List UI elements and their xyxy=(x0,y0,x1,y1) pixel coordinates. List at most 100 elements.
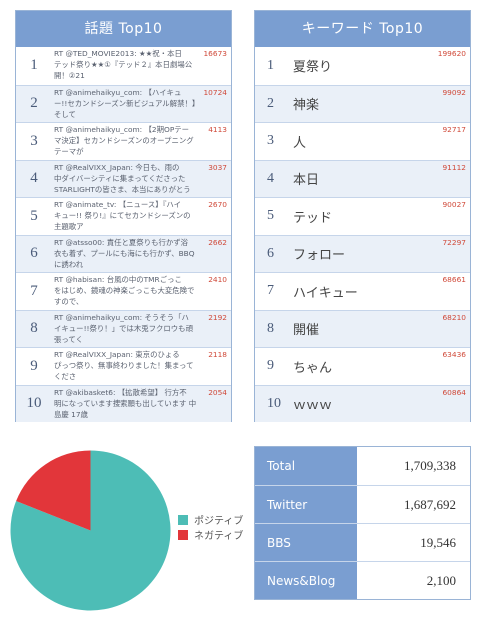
stat-value: 1,709,338 xyxy=(404,458,456,473)
keyword-row[interactable]: 5 テッド 90027 xyxy=(255,197,470,235)
stat-row-bbs: BBS 19,546 xyxy=(255,523,470,561)
stat-label: Total xyxy=(255,447,357,485)
keyword-row[interactable]: 2 神楽 99092 xyxy=(255,84,470,122)
pie-slice-negative[interactable] xyxy=(16,450,91,531)
keyword-row[interactable]: 1 夏祭り 199620 xyxy=(255,47,470,85)
keyword-row[interactable]: 9 ちゃん 63436 xyxy=(255,347,470,385)
topic-rank: 5 xyxy=(30,207,38,224)
topic-rank: 3 xyxy=(30,132,38,149)
keyword-list: 1 夏祭り 199620 2 神楽 99092 3 人 92717 4 本日 91112 5 テッ… xyxy=(255,47,470,422)
topic-count: 4113 xyxy=(208,125,227,134)
topic-text[interactable]: RT @animate_tv: 【ニュース】『ハイ キュー!! 祭り!』にてセカ… xyxy=(54,200,191,232)
keyword-word[interactable]: 神楽 xyxy=(293,98,320,114)
topic-rank: 10 xyxy=(26,395,42,412)
keyword-word[interactable]: ｗｗｗ xyxy=(293,398,333,414)
stat-value: 2,100 xyxy=(426,572,456,588)
legend-label-positive: ポジティブ xyxy=(194,516,244,527)
keyword-word[interactable]: ハイキュー xyxy=(293,285,358,301)
sentiment-legend: ポジティブ ネガティブ xyxy=(178,512,243,542)
topic-rank: 6 xyxy=(30,245,38,262)
topic-row[interactable]: 9 RT @RealVIXX_Japan: 東京のひょる ぴっつ祭り、無事終わりま… xyxy=(16,347,231,385)
topic-top10-panel: 話題 Top10 1 RT @TED_MOVIE2013: ★★祝・本日 テッド祭… xyxy=(15,10,232,422)
topic-text[interactable]: RT @animehaikyu_com: 【2期OPテー マ決定】セカンドシーズ… xyxy=(54,125,194,157)
stat-label: Twitter xyxy=(255,486,357,523)
topic-rank: 2 xyxy=(30,95,38,112)
stats-table: Total 1,709,338 Twitter 1,687,692 BBS 19,54… xyxy=(254,446,471,600)
topic-count: 2410 xyxy=(208,275,227,284)
keyword-word[interactable]: ちゃん xyxy=(293,360,333,376)
topic-text[interactable]: RT @atsso00: 責任と夏祭りも行かず浴 衣も着ず、プールにも海にも行か… xyxy=(54,237,195,269)
keyword-count: 99092 xyxy=(442,87,466,97)
keyword-rank: 8 xyxy=(267,320,274,336)
keyword-count: 68210 xyxy=(442,312,466,322)
keyword-row[interactable]: 7 ハイキュー 68661 xyxy=(255,272,470,310)
keyword-count: 60864 xyxy=(442,387,466,397)
topic-text[interactable]: RT @habisan: 台風の中のTMRごっこ をはじめ、鏡魂の神楽ごっこも大… xyxy=(54,275,195,307)
topic-text[interactable]: RT @akibasket6: 【拡散希望】 行方不 明になっています捜索願も出… xyxy=(54,387,197,419)
topic-list: 1 RT @TED_MOVIE2013: ★★祝・本日 テッド祭り★★①『テッド２… xyxy=(16,47,231,422)
topic-row[interactable]: 1 RT @TED_MOVIE2013: ★★祝・本日 テッド祭り★★①『テッド２… xyxy=(16,47,231,85)
topic-row[interactable]: 8 RT @animehaikyu_com: そうそう「ハ イキュー!!祭り！」で… xyxy=(16,309,231,347)
sentiment-pie-svg xyxy=(10,450,171,611)
keyword-rank: 7 xyxy=(267,283,274,299)
keyword-word[interactable]: 人 xyxy=(293,135,307,151)
topic-row[interactable]: 4 RT @RealVIXX_Japan: 今日も、雨の 中ダイバーシティに集まっ… xyxy=(16,159,231,197)
keyword-top10-panel: キーワード Top10 1 夏祭り 199620 2 神楽 99092 3 人 92717 … xyxy=(254,10,471,422)
keyword-word[interactable]: 夏祭り xyxy=(293,60,333,76)
topic-text[interactable]: RT @TED_MOVIE2013: ★★祝・本日 テッド祭り★★①『テッド２』… xyxy=(54,49,193,81)
keyword-count: 63436 xyxy=(442,350,466,359)
keyword-word[interactable]: フォロー xyxy=(293,248,346,264)
keyword-row[interactable]: 8 開催 68210 xyxy=(255,309,470,347)
keyword-word[interactable]: テッド xyxy=(293,210,333,226)
keyword-word[interactable]: 本日 xyxy=(293,173,320,189)
keyword-rank: 3 xyxy=(267,133,274,149)
topic-rank: 1 xyxy=(30,57,38,74)
topic-panel-title: 話題 Top10 xyxy=(16,11,231,47)
stat-row-total: Total 1,709,338 xyxy=(255,447,470,485)
topic-text[interactable]: RT @RealVIXX_Japan: 今日も、雨の 中ダイバーシティに集まって… xyxy=(54,162,191,194)
topic-text[interactable]: RT @RealVIXX_Japan: 東京のひょる ぴっつ祭り、無事終わりまし… xyxy=(54,350,194,382)
topic-count: 2192 xyxy=(208,312,227,322)
topic-rank: 9 xyxy=(30,357,38,374)
pie-slice-positive[interactable] xyxy=(10,450,171,611)
keyword-rank: 6 xyxy=(267,245,274,261)
topic-row[interactable]: 7 RT @habisan: 台風の中のTMRごっこ をはじめ、鏡魂の神楽ごっこも… xyxy=(16,272,231,310)
sentiment-pie-chart xyxy=(8,448,173,613)
keyword-row[interactable]: 3 人 92717 xyxy=(255,122,470,160)
topic-row[interactable]: 2 RT @animehaikyu_com: 【ハイキュ ー!!セカンドシーズン新… xyxy=(16,84,231,122)
legend-item-positive: ポジティブ xyxy=(178,512,243,527)
keyword-row[interactable]: 4 本日 91112 xyxy=(255,159,470,197)
legend-swatch-negative xyxy=(178,529,188,540)
keyword-count: 68661 xyxy=(442,275,466,284)
topic-count: 10724 xyxy=(203,87,227,97)
keyword-row[interactable]: 10 ｗｗｗ 60864 xyxy=(255,384,470,422)
keyword-panel-title: キーワード Top10 xyxy=(255,11,470,47)
keyword-row[interactable]: 6 フォロー 72297 xyxy=(255,234,470,272)
keyword-rank: 1 xyxy=(267,57,274,73)
keyword-word[interactable]: 開催 xyxy=(293,323,320,339)
stat-label: BBS xyxy=(255,524,357,561)
legend-item-negative: ネガティブ xyxy=(178,527,243,542)
topic-text[interactable]: RT @animehaikyu_com: 【ハイキュ ー!!セカンドシーズン新ビ… xyxy=(54,87,196,119)
topic-rank: 8 xyxy=(30,320,38,337)
topic-row[interactable]: 5 RT @animate_tv: 【ニュース】『ハイ キュー!! 祭り!』にてセ… xyxy=(16,197,231,235)
topic-rank: 7 xyxy=(30,282,38,299)
topic-count: 2118 xyxy=(208,350,227,359)
stat-value: 19,546 xyxy=(420,534,456,550)
topic-count: 2054 xyxy=(208,387,227,397)
topic-text[interactable]: RT @animehaikyu_com: そうそう「ハ イキュー!!祭り！」では… xyxy=(54,312,193,344)
keyword-rank: 9 xyxy=(267,358,274,374)
stat-row-twitter: Twitter 1,687,692 xyxy=(255,485,470,523)
topic-row[interactable]: 10 RT @akibasket6: 【拡散希望】 行方不 明になっています捜索願… xyxy=(16,384,231,422)
keyword-rank: 5 xyxy=(267,208,274,224)
keyword-count: 91112 xyxy=(442,162,466,172)
keyword-count: 92717 xyxy=(442,125,466,134)
stat-row-newsblog: News&Blog 2,100 xyxy=(255,561,470,599)
keyword-count: 72297 xyxy=(442,237,466,247)
topic-count: 2670 xyxy=(208,200,227,209)
topic-count: 16673 xyxy=(203,49,227,58)
topic-count: 3037 xyxy=(208,162,227,172)
keyword-rank: 4 xyxy=(267,170,274,186)
topic-row[interactable]: 6 RT @atsso00: 責任と夏祭りも行かず浴 衣も着ず、プールにも海にも行… xyxy=(16,234,231,272)
topic-row[interactable]: 3 RT @animehaikyu_com: 【2期OPテー マ決定】セカンドシー… xyxy=(16,122,231,160)
